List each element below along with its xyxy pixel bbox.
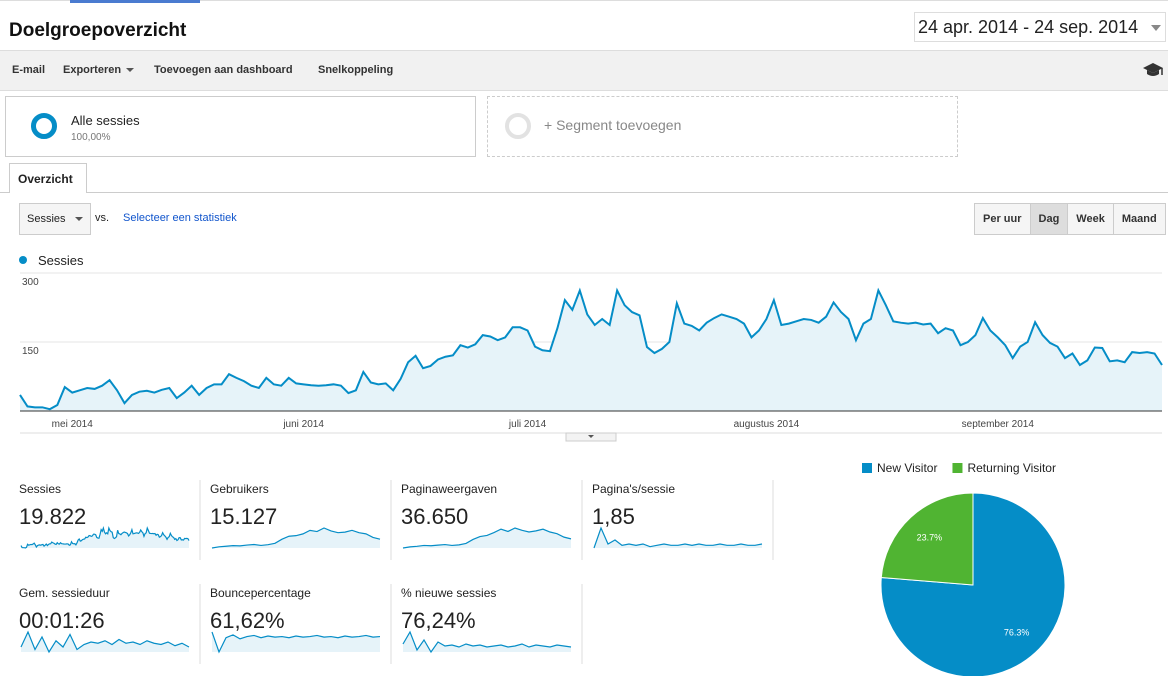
toolbar-item[interactable]: Toevoegen aan dashboard [154,64,293,76]
vs-label: vs. [95,212,110,224]
toolbar-item-text: Exporteren [63,64,122,76]
pie-slice [880,492,974,586]
page-title: Doelgroepoverzicht [9,20,187,41]
caret [75,217,83,221]
toolbar-item[interactable]: Exporteren [63,64,135,76]
segment-name: Alle sessies [71,113,140,128]
metric-select-text: Sessies [27,213,66,225]
caret [126,68,135,73]
segment-share: 100,00% [71,132,111,143]
toolbar-item[interactable]: E-mail [12,64,46,76]
metric-name: Paginaweergaven [401,482,497,496]
legend-label: Sessies [38,253,84,268]
tab[interactable]: Overzicht [9,163,87,193]
metric-name: Bouncepercentage [210,586,311,600]
x-tick-label: september 2014 [962,419,1035,430]
metric-value: 76,24% [401,608,476,633]
segment-add[interactable]: + Segment toevoegen [487,96,958,157]
x-tick-label: mei 2014 [52,419,94,430]
legend-label: New Visitor [877,461,937,475]
x-tick-label: augustus 2014 [734,419,800,430]
date-range[interactable]: 24 apr. 2014 - 24 sep. 2014 [914,12,1166,42]
area [20,290,1162,411]
collapse-arrow [588,435,594,438]
segment-card[interactable]: Alle sessies 100,00% [5,96,476,157]
metric-name: Sessies [19,482,61,496]
metric-value: 00:01:26 [19,608,105,633]
pie-label: 76.3% [1004,627,1030,637]
legend-swatch [952,463,963,473]
metric-name: Gem. sessieduur [19,586,110,600]
sparkline [20,630,190,654]
y-tick-label: 150 [22,346,39,357]
top-accent [70,0,200,3]
metric-name: Pagina's/sessie [592,482,675,496]
sparkline-area [21,632,189,652]
sparkline-area [21,528,189,548]
x-tick-label: juli 2014 [508,419,547,430]
sparkline [20,525,190,549]
granularity-button[interactable]: Dag [1029,204,1068,234]
metric-value: 36.650 [401,504,468,529]
granularity-button[interactable]: Week [1067,204,1113,234]
sparkline-area [212,632,380,652]
metric-value: 15.127 [210,504,277,529]
collapse-toggle [565,432,617,442]
sparkline [211,631,381,654]
pie-label: 23.7% [917,533,943,543]
caret [1151,25,1161,31]
pie-slice [880,492,1066,676]
segment-ring [31,113,57,139]
metric-value: 61,62% [210,608,285,633]
metric-select[interactable]: Sessies [19,203,91,235]
toolbar [0,50,1168,91]
toolbar-item[interactable]: Snelkoppeling [318,64,394,76]
sparkline [593,526,763,549]
metric-name: % nieuwe sessies [401,586,496,600]
sparkline [402,630,572,654]
sparkline-area [403,632,571,652]
compare-link[interactable]: Selecteer een statistiek [123,212,237,224]
x-tick-label: juni 2014 [282,419,324,430]
legend-marker [19,256,27,264]
metric-value: 19.822 [19,504,86,529]
sparkline [211,527,381,549]
line [19,287,1163,411]
date-range-text: 24 apr. 2014 - 24 sep. 2014 [918,17,1139,37]
sparkline-area [212,528,380,548]
granularity-button[interactable]: Maand [1112,204,1165,234]
sparkline [402,527,572,549]
metric-name: Gebruikers [210,482,269,496]
sparkline-area [594,528,762,548]
academy-icon[interactable] [1142,61,1164,79]
metric-value: 1,85 [592,504,635,529]
granularity-group: Per uur Dag Week Maand [974,203,1166,235]
top-border [0,0,1168,1]
granularity-button[interactable]: Per uur [975,204,1030,234]
tab-line [0,192,1168,193]
y-tick-label: 300 [22,277,39,288]
sparkline-area [403,528,571,548]
segment-add-text: + Segment toevoegen [544,117,682,133]
segment-ring [505,113,531,139]
legend-label: Returning Visitor [967,461,1056,475]
legend-swatch [862,463,872,473]
